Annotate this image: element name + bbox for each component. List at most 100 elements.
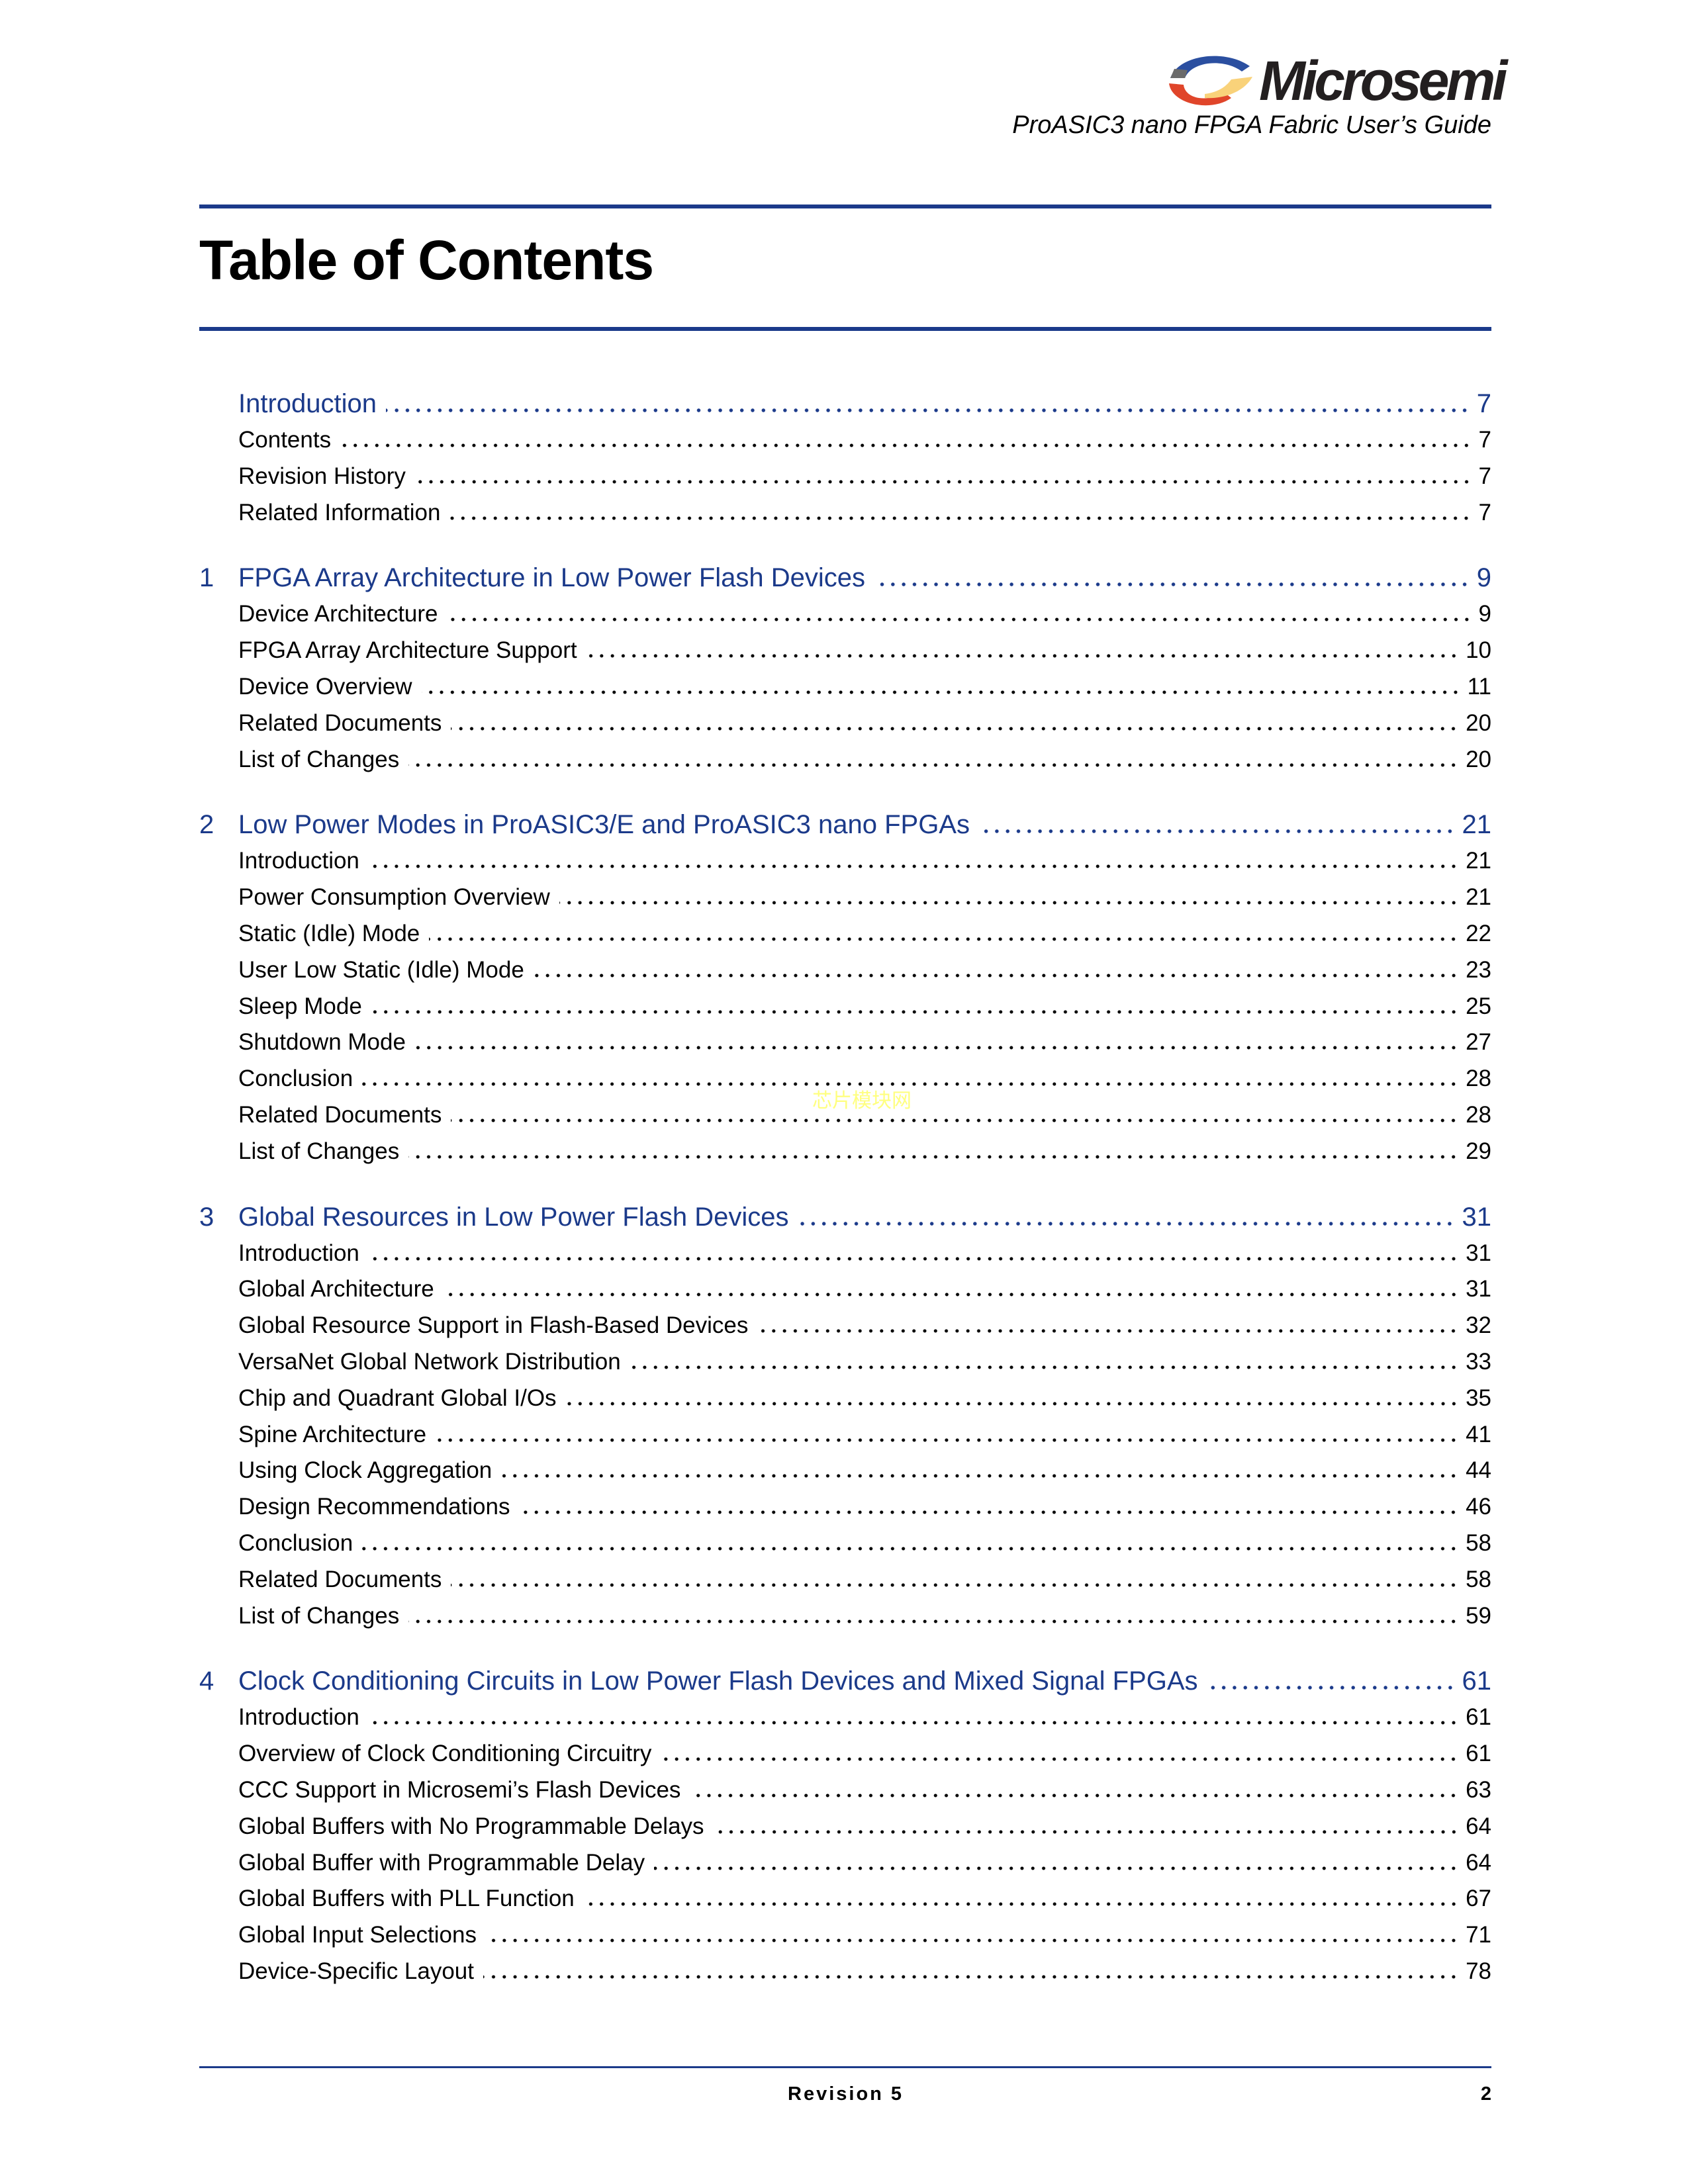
entry-page-number[interactable]: 61 bbox=[1466, 1741, 1491, 1767]
toc-entry[interactable]: Global Buffers with PLL Function 67 bbox=[199, 1886, 1491, 1922]
entry-page-number[interactable]: 59 bbox=[1466, 1602, 1491, 1629]
entry-page-number[interactable]: 35 bbox=[1466, 1385, 1491, 1411]
entry-page-number[interactable]: 28 bbox=[1466, 1066, 1491, 1092]
entry-title-link[interactable]: Chip and Quadrant Global I/Os bbox=[238, 1385, 557, 1411]
toc-entry[interactable]: Conclusion 58 bbox=[199, 1530, 1491, 1567]
toc-entry[interactable]: Device Overview 11 bbox=[199, 674, 1491, 710]
entry-title-link[interactable]: Static (Idle) Mode bbox=[238, 920, 420, 946]
toc-entry[interactable]: Device Architecture 9 bbox=[199, 601, 1491, 637]
entry-title-link[interactable]: Device Architecture bbox=[238, 601, 438, 627]
chapter-title-link[interactable]: Introduction bbox=[238, 389, 377, 418]
toc-entry[interactable]: List of Changes 59 bbox=[199, 1603, 1491, 1639]
entry-title-link[interactable]: Introduction bbox=[238, 1240, 359, 1266]
entry-page-number[interactable]: 61 bbox=[1466, 1704, 1491, 1731]
toc-entry[interactable]: Revision History 7 bbox=[199, 463, 1491, 500]
entry-title-link[interactable]: Device-Specific Layout bbox=[238, 1958, 474, 1984]
entry-page-number[interactable]: 11 bbox=[1467, 673, 1491, 700]
entry-title-link[interactable]: Using Clock Aggregation bbox=[238, 1457, 492, 1484]
toc-chapter-entry[interactable]: 1 FPGA Array Architecture in Low Power Fl… bbox=[199, 563, 1491, 601]
entry-page-number[interactable]: 78 bbox=[1466, 1958, 1491, 1984]
toc-entry[interactable]: Related Information 7 bbox=[199, 500, 1491, 536]
entry-title-link[interactable]: Device Overview bbox=[238, 673, 412, 700]
entry-page-number[interactable]: 33 bbox=[1466, 1348, 1491, 1375]
entry-title-link[interactable]: CCC Support in Microsemi’s Flash Devices bbox=[238, 1776, 681, 1803]
toc-entry[interactable]: Chip and Quadrant Global I/Os 35 bbox=[199, 1385, 1491, 1422]
entry-page-number[interactable]: 7 bbox=[1478, 427, 1491, 453]
entry-title-link[interactable]: Design Recommendations bbox=[238, 1494, 510, 1520]
toc-entry[interactable]: Global Resource Support in Flash-Based D… bbox=[199, 1312, 1491, 1349]
entry-page-number[interactable]: 21 bbox=[1466, 884, 1491, 911]
entry-page-number[interactable]: 31 bbox=[1466, 1240, 1491, 1266]
toc-entry[interactable]: FPGA Array Architecture Support 10 bbox=[199, 637, 1491, 674]
entry-page-number[interactable]: 7 bbox=[1478, 499, 1491, 525]
entry-page-number[interactable]: 41 bbox=[1466, 1421, 1491, 1447]
entry-title-link[interactable]: Conclusion bbox=[238, 1066, 353, 1092]
entry-title-link[interactable]: Introduction bbox=[238, 848, 359, 874]
toc-entry[interactable]: Spine Architecture 41 bbox=[199, 1422, 1491, 1458]
entry-title-link[interactable]: Sleep Mode bbox=[238, 993, 362, 1019]
entry-title-link[interactable]: FPGA Array Architecture Support bbox=[238, 637, 577, 664]
entry-title-link[interactable]: Related Information bbox=[238, 499, 441, 525]
entry-page-number[interactable]: 46 bbox=[1466, 1494, 1491, 1520]
entry-page-number[interactable]: 44 bbox=[1466, 1457, 1491, 1484]
entry-title-link[interactable]: Global Resource Support in Flash-Based D… bbox=[238, 1312, 749, 1339]
toc-entry[interactable]: Shutdown Mode 27 bbox=[199, 1029, 1491, 1066]
entry-title-link[interactable]: Power Consumption Overview bbox=[238, 884, 550, 911]
toc-entry[interactable]: User Low Static (Idle) Mode 23 bbox=[199, 957, 1491, 993]
toc-entry[interactable]: Contents 7 bbox=[199, 427, 1491, 463]
entry-page-number[interactable]: 31 bbox=[1466, 1276, 1491, 1302]
entry-title-link[interactable]: VersaNet Global Network Distribution bbox=[238, 1348, 621, 1375]
toc-entry[interactable]: Global Buffers with No Programmable Dela… bbox=[199, 1813, 1491, 1850]
chapter-title-link[interactable]: FPGA Array Architecture in Low Power Fla… bbox=[238, 563, 866, 593]
entry-page-number[interactable]: 32 bbox=[1466, 1312, 1491, 1339]
entry-title-link[interactable]: List of Changes bbox=[238, 1602, 400, 1629]
entry-page-number[interactable]: 22 bbox=[1466, 920, 1491, 946]
chapter-page-number[interactable]: 7 bbox=[1476, 389, 1491, 418]
entry-page-number[interactable]: 64 bbox=[1466, 1813, 1491, 1839]
entry-title-link[interactable]: List of Changes bbox=[238, 746, 400, 772]
entry-title-link[interactable]: Spine Architecture bbox=[238, 1421, 427, 1447]
entry-page-number[interactable]: 58 bbox=[1466, 1529, 1491, 1556]
chapter-page-number[interactable]: 61 bbox=[1462, 1666, 1492, 1696]
entry-page-number[interactable]: 9 bbox=[1478, 601, 1491, 627]
chapter-page-number[interactable]: 31 bbox=[1462, 1202, 1492, 1232]
toc-chapter-entry[interactable]: 4 Clock Conditioning Circuits in Low Powe… bbox=[199, 1666, 1491, 1704]
toc-entry[interactable]: List of Changes 29 bbox=[199, 1138, 1491, 1175]
entry-page-number[interactable]: 21 bbox=[1466, 848, 1491, 874]
entry-page-number[interactable]: 23 bbox=[1466, 956, 1491, 983]
entry-page-number[interactable]: 20 bbox=[1466, 709, 1491, 736]
entry-page-number[interactable]: 29 bbox=[1466, 1138, 1491, 1164]
entry-title-link[interactable]: Overview of Clock Conditioning Circuitry bbox=[238, 1741, 652, 1767]
toc-entry[interactable]: VersaNet Global Network Distribution 33 bbox=[199, 1349, 1491, 1385]
entry-title-link[interactable]: Related Documents bbox=[238, 1566, 442, 1592]
entry-title-link[interactable]: Shutdown Mode bbox=[238, 1029, 406, 1056]
toc-entry[interactable]: Static (Idle) Mode 22 bbox=[199, 921, 1491, 957]
entry-page-number[interactable]: 10 bbox=[1466, 637, 1491, 664]
toc-entry[interactable]: Power Consumption Overview 21 bbox=[199, 884, 1491, 921]
toc-entry[interactable]: Global Input Selections 71 bbox=[199, 1922, 1491, 1958]
toc-entry[interactable]: Introduction 31 bbox=[199, 1240, 1491, 1277]
chapter-title-link[interactable]: Global Resources in Low Power Flash Devi… bbox=[238, 1202, 789, 1232]
toc-entry[interactable]: Global Architecture 31 bbox=[199, 1276, 1491, 1312]
toc-entry[interactable]: CCC Support in Microsemi’s Flash Devices… bbox=[199, 1777, 1491, 1813]
entry-title-link[interactable]: Related Documents bbox=[238, 709, 442, 736]
entry-title-link[interactable]: Global Buffer with Programmable Delay bbox=[238, 1849, 645, 1876]
toc-entry[interactable]: Conclusion 28 bbox=[199, 1066, 1491, 1102]
toc-chapter-entry[interactable]: Introduction 7 bbox=[199, 389, 1491, 427]
toc-entry[interactable]: Introduction 61 bbox=[199, 1704, 1491, 1741]
chapter-page-number[interactable]: 21 bbox=[1462, 810, 1492, 840]
toc-entry[interactable]: Sleep Mode 25 bbox=[199, 993, 1491, 1030]
toc-entry[interactable]: Device-Specific Layout 78 bbox=[199, 1958, 1491, 1995]
entry-title-link[interactable]: Global Buffers with PLL Function bbox=[238, 1886, 575, 1912]
entry-title-link[interactable]: List of Changes bbox=[238, 1138, 400, 1164]
entry-page-number[interactable]: 7 bbox=[1478, 463, 1491, 489]
toc-entry[interactable]: Global Buffer with Programmable Delay 64 bbox=[199, 1850, 1491, 1886]
entry-title-link[interactable]: Introduction bbox=[238, 1704, 359, 1731]
toc-chapter-entry[interactable]: 2 Low Power Modes in ProASIC3/E and ProAS… bbox=[199, 810, 1491, 848]
entry-page-number[interactable]: 58 bbox=[1466, 1566, 1491, 1592]
entry-title-link[interactable]: Global Buffers with No Programmable Dela… bbox=[238, 1813, 704, 1839]
toc-entry[interactable]: List of Changes 20 bbox=[199, 747, 1491, 783]
entry-title-link[interactable]: Global Input Selections bbox=[238, 1922, 477, 1948]
toc-entry[interactable]: Using Clock Aggregation 44 bbox=[199, 1457, 1491, 1494]
entry-title-link[interactable]: User Low Static (Idle) Mode bbox=[238, 956, 524, 983]
